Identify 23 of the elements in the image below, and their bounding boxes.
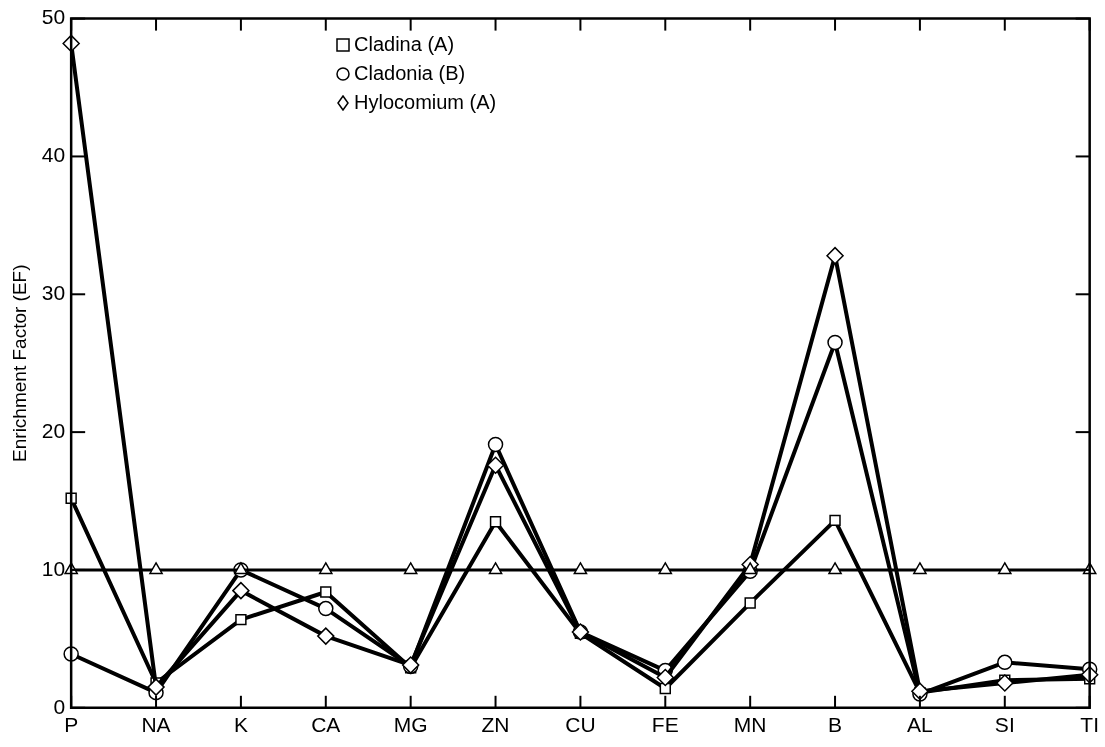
x-tick-label: FE [651, 713, 679, 737]
legend-label: Hylocomium (A) [354, 90, 497, 115]
x-tick-label: ZN [481, 713, 510, 737]
y-tick-label: 10 [41, 556, 66, 580]
y-tick-label: 50 [41, 5, 66, 29]
x-tick-label: P [64, 713, 79, 737]
x-tick-label: MG [393, 713, 428, 737]
y-tick-label: 40 [41, 143, 66, 167]
legend-label: Cladonia (B) [354, 61, 466, 86]
y-tick-label: 0 [53, 694, 66, 718]
y-axis-title: Enrichment Factor (EF) [8, 264, 30, 462]
y-tick-label: 20 [41, 418, 66, 442]
x-tick-label: B [828, 713, 843, 737]
y-tick-label: 30 [41, 281, 66, 305]
legend-label: Cladina (A) [354, 32, 455, 57]
x-tick-label: CA [311, 713, 341, 737]
x-tick-label: TI [1080, 713, 1099, 737]
x-tick-label: AL [907, 713, 933, 737]
x-tick-label: MN [733, 713, 767, 737]
x-tick-label: NA [141, 713, 171, 737]
x-tick-label: CU [565, 713, 596, 737]
x-tick-label: SI [994, 713, 1015, 737]
x-tick-label: K [233, 713, 248, 737]
